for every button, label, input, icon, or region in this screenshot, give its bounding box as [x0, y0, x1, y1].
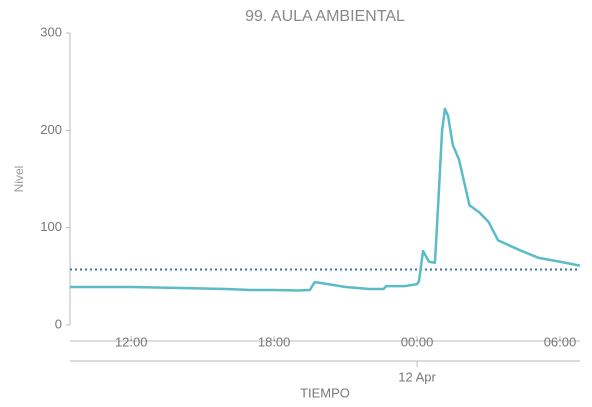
x-tick-label: 06:00 [544, 334, 577, 349]
x-tick-label: 18:00 [258, 334, 291, 349]
y-axis-label: Nivel [12, 166, 26, 193]
chart-title: 99. AULA AMBIENTAL [245, 8, 405, 25]
y-tick-label: 300 [40, 24, 62, 39]
y-tick-label: 0 [55, 316, 62, 331]
data-line [70, 107, 581, 292]
x-axis-label: TIEMPO [300, 385, 350, 400]
x-tick-label: 00:00 [401, 334, 434, 349]
y-tick-label: 200 [40, 122, 62, 137]
date-label: 12 Apr [398, 369, 436, 384]
y-tick-label: 100 [40, 219, 62, 234]
x-tick-label: 12:00 [115, 334, 148, 349]
